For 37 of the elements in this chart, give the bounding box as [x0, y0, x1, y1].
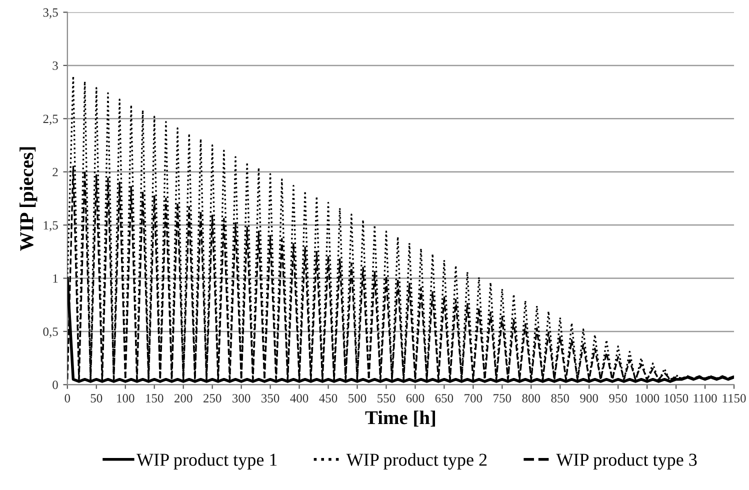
y-tick-label: 3: [52, 62, 58, 70]
x-tick-label: 1150: [722, 394, 746, 402]
x-axis-title: Time [h]: [365, 410, 436, 427]
legend-label: WIP product type 1: [136, 453, 277, 470]
x-tick-label: 100: [117, 394, 134, 402]
x-tick-label: 150: [146, 394, 164, 402]
x-tick-label: 50: [90, 394, 102, 402]
x-tick-label: 700: [464, 394, 482, 402]
y-axis-title: WIP [pieces]: [20, 147, 38, 251]
x-tick-label: 250: [204, 394, 222, 402]
x-tick-label: 350: [262, 394, 280, 402]
y-tick-label: 3,5: [43, 8, 58, 19]
y-tick-label: 2,5: [43, 114, 58, 125]
x-tick-label: 1100: [694, 394, 717, 402]
x-tick-label: 1000: [636, 394, 660, 402]
x-tick-label: 600: [406, 394, 424, 402]
y-tick-label: 1,5: [44, 221, 58, 232]
y-tick-label: 1: [53, 274, 58, 283]
x-tick-label: 450: [319, 394, 338, 402]
y-tick-label: 0,5: [43, 327, 58, 338]
y-tick-label: 2: [52, 168, 58, 176]
x-tick-label: 900: [580, 394, 598, 402]
x-tick-label: 0: [64, 394, 70, 402]
x-tick-label: 800: [522, 394, 540, 402]
x-tick-label: 500: [348, 394, 366, 402]
legend-label: WIP product type 2: [346, 453, 487, 470]
x-tick-label: 200: [174, 394, 192, 402]
x-tick-label: 850: [551, 394, 570, 402]
legend-label: WIP product type 3: [556, 453, 697, 470]
x-tick-label: 750: [494, 394, 512, 402]
x-tick-label: 650: [435, 394, 454, 402]
x-tick-label: 550: [378, 394, 396, 402]
x-tick-label: 400: [290, 394, 308, 402]
x-tick-label: 300: [232, 394, 250, 402]
x-tick-label: 950: [609, 394, 627, 402]
y-tick-label: 0: [52, 380, 58, 390]
x-tick-label: 1050: [664, 394, 688, 402]
